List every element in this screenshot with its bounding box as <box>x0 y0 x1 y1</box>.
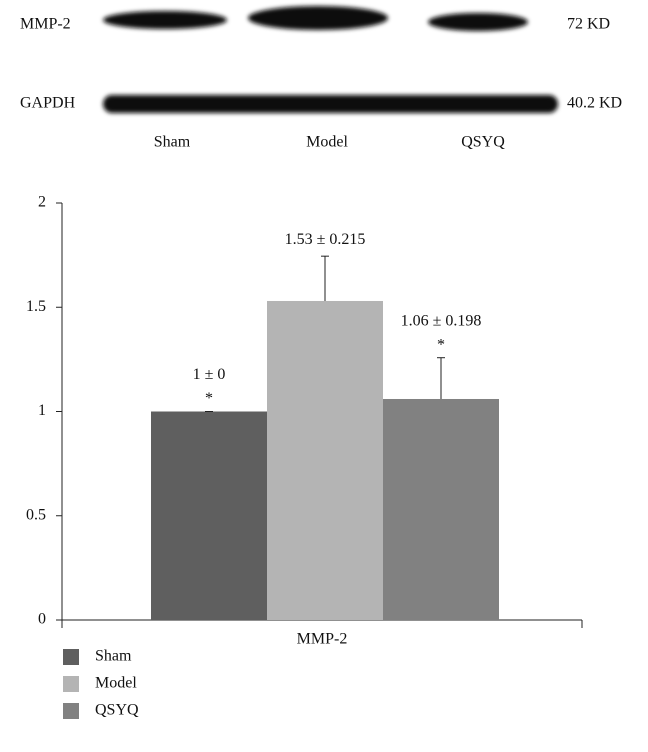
blot-lane-label: Model <box>306 134 348 151</box>
blot-row-label: MMP-2 <box>20 16 71 33</box>
significance-marker: * <box>205 390 213 407</box>
blot-band <box>103 11 227 29</box>
bar <box>383 399 499 620</box>
legend-swatch <box>63 676 79 692</box>
blot-row-label: GAPDH <box>20 95 76 112</box>
legend-label: QSYQ <box>95 702 139 719</box>
legend-label: Sham <box>95 648 132 665</box>
y-tick-label: 2 <box>38 194 46 211</box>
legend-swatch <box>63 649 79 665</box>
blot-band <box>103 95 558 113</box>
y-tick-label: 1.5 <box>26 298 46 315</box>
blot-size-label: 72 KD <box>567 16 610 33</box>
legend-label: Model <box>95 675 137 692</box>
bar <box>151 412 267 621</box>
value-label: 1.06 ± 0.198 <box>401 312 482 329</box>
y-tick-label: 0 <box>38 611 46 628</box>
y-tick-label: 1 <box>38 402 46 419</box>
western-blot <box>103 6 558 113</box>
legend-swatch <box>63 703 79 719</box>
blot-size-label: 40.2 KD <box>567 95 622 112</box>
value-label: 1 ± 0 <box>193 366 226 383</box>
blot-band <box>428 13 528 31</box>
y-tick-label: 0.5 <box>26 506 46 523</box>
blot-lane-label: QSYQ <box>461 134 505 151</box>
figure: MMP-2 72 KD GAPDH 40.2 KD Sham Model QSY… <box>0 0 648 752</box>
x-tick-label: MMP-2 <box>297 631 348 648</box>
blot-band <box>248 6 388 30</box>
value-label: 1.53 ± 0.215 <box>285 231 366 248</box>
bar <box>267 301 383 620</box>
significance-marker: * <box>437 336 445 353</box>
blot-lane-label: Sham <box>154 134 191 151</box>
